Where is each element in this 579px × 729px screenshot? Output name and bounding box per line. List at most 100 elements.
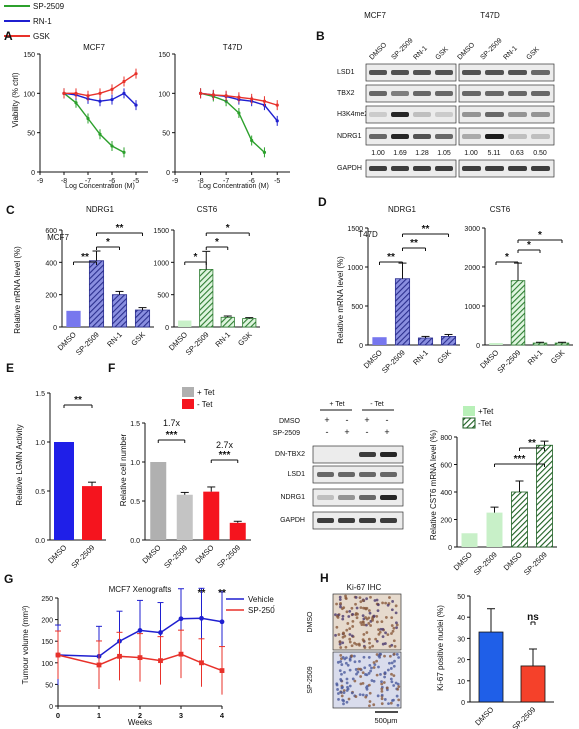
panelA-mcf7-point — [86, 94, 90, 98]
panelD-ndrg1-ytick-label: 0 — [359, 343, 363, 350]
panelH-dmso-nucleus — [344, 594, 347, 598]
panelB-protein-label: LSD1 — [337, 69, 355, 76]
panelA-t47d-point — [224, 94, 228, 98]
panel-label-b: B — [316, 29, 325, 43]
panelG-point — [55, 652, 61, 658]
panelH-dmso-nucleus — [374, 637, 378, 641]
panelFblot-sign: + — [364, 415, 369, 425]
panelB-band-mcf7 — [391, 70, 409, 75]
panelH-sp2509-nucleus — [388, 654, 392, 658]
panelH-bar-0 — [478, 631, 504, 703]
panelD-ndrg1-bar-0 — [372, 337, 387, 345]
panelB-cell-mcf7: MCF7 — [364, 11, 386, 20]
panelH-sp2509-nucleus — [342, 699, 346, 703]
panelC-ndrg1-ytick-label: 0 — [53, 325, 57, 332]
panelA-t47d-point — [211, 93, 215, 97]
panelH-dmso-nucleus — [392, 626, 396, 630]
panelH-dmso-nucleus — [380, 620, 384, 623]
panelFblot-cond-1: - Tet — [370, 401, 384, 408]
panel-label-d: D — [318, 195, 327, 209]
panelH-sp2509-nucleus — [346, 685, 349, 689]
panelFblot-protein-label: GAPDH — [280, 517, 305, 524]
panelF-annot-1: 2.7x — [216, 440, 234, 450]
panelB-band-t47d — [462, 134, 481, 139]
panelB-band-t47d — [531, 134, 550, 139]
panelH-sp2509-nucleus — [353, 660, 357, 664]
panelA-mcf7-ytick-label: 0 — [31, 170, 35, 177]
panelH-sp2509-nucleus — [352, 654, 356, 658]
panelFblot-band — [317, 495, 334, 500]
panelFqpcr-s1-sig: *** — [514, 454, 526, 465]
panelA-ylabel: Viability (% ctrl) — [11, 72, 20, 127]
panelH-sp2509-nucleus — [368, 691, 372, 695]
panelH-ytick-label: 40 — [457, 615, 465, 622]
panelH-sp2509-nucleus — [335, 682, 339, 686]
panelH-dmso-nucleus — [354, 596, 358, 599]
panelH-dmso-nucleus — [379, 627, 383, 631]
panelH-dmso-nucleus — [377, 628, 380, 632]
panelH-sp2509-nucleus — [396, 687, 400, 691]
panelH-sp2509-nucleus — [350, 691, 354, 695]
panelH-sp2509-nucleus — [380, 697, 384, 701]
panelH-sp2509-nucleus — [389, 701, 393, 705]
panelB-blot-t47d — [458, 159, 555, 178]
panelFqpcr-ytick-label: 600 — [440, 463, 452, 470]
panelE-xtick-label: DMSO — [46, 543, 68, 565]
panelH-sp2509-nucleus — [359, 667, 362, 671]
panelE-ytick-label: 0.5 — [35, 489, 45, 496]
panelFqpcr-ytick-label: 0 — [448, 545, 452, 552]
panelA-mcf7-title: MCF7 — [83, 43, 105, 52]
panelD-cst6-xtick-label: GSK — [549, 348, 567, 366]
panelC-ndrg1-s1-sig: * — [106, 237, 110, 248]
panelB-band-t47d — [531, 166, 550, 171]
panelFqpcr-xtick-label: DMSO — [502, 550, 524, 572]
panelF-ytick-label: 0.5 — [130, 499, 140, 506]
panelH-dmso-nucleus — [348, 637, 352, 641]
panelC-cst6-s1-sig: * — [215, 237, 219, 248]
panelH-sp2509-nucleus — [351, 677, 355, 681]
panelD-ndrg1-ytick-label: 1500 — [347, 226, 363, 233]
panelH-dmso-nucleus — [354, 612, 358, 615]
panelE-ytick-label: 0.0 — [35, 538, 45, 545]
panelH-dmso-nucleus — [364, 607, 368, 611]
panelB-band-mcf7 — [391, 112, 409, 117]
panelH-sp2509-nucleus — [397, 685, 401, 689]
panelA-t47d-ytick-label: 0 — [166, 170, 170, 177]
panelB-band-mcf7 — [369, 134, 387, 139]
panelA-t47d-xtick-label: -7 — [223, 178, 229, 185]
panelA-mcf7-point — [122, 91, 126, 95]
panelA-t47d-xtick-label: -6 — [249, 178, 255, 185]
panelD-ndrg1-s2-sig: ** — [422, 224, 430, 235]
panelFqpcr-bar-2 — [511, 491, 528, 548]
panelH-sp2509-nucleus — [336, 688, 339, 691]
panelH-dmso-nucleus — [395, 626, 398, 630]
panelH-dmso-nucleus — [368, 641, 371, 645]
panelH-sp2509-nucleus — [365, 686, 368, 689]
panelG-ytick-label: 250 — [41, 596, 53, 603]
panelH-dmso-nucleus — [391, 600, 395, 603]
panelH-dmso-nucleus — [367, 609, 371, 612]
panelH-dmso-nucleus — [363, 646, 367, 649]
panelD-cst6-ytick-label: 3000 — [464, 226, 480, 233]
panelD-ndrg1-ytick-label: 1000 — [347, 265, 363, 272]
panelG-xtick-label: 4 — [220, 711, 225, 720]
panelH-xtick-label: DMSO — [473, 705, 495, 727]
panelA-t47d-xtick-label: -9 — [172, 178, 178, 185]
panelA-mcf7-point — [110, 87, 114, 91]
panelH-sp2509-nucleus — [344, 661, 348, 665]
panelFblot-sign: + — [324, 415, 329, 425]
panelH-sp2509-nucleus — [339, 690, 343, 694]
panelH-dmso-nucleus — [390, 608, 394, 612]
panelFqpcr-bar-1 — [486, 512, 503, 547]
panel-label-g: G — [4, 572, 13, 586]
panelA-mcf7-xtick-label: -9 — [37, 178, 43, 185]
panelG-point — [199, 615, 204, 621]
panelC-ndrg1-xtick-label: SP-2509 — [74, 330, 101, 357]
panelB-band-mcf7 — [413, 70, 431, 75]
panelF-bar-2 — [203, 491, 220, 540]
panelB-lane-t47d: RN-1 — [502, 45, 519, 62]
panelFblot-sign: - — [346, 415, 349, 425]
panelG-xtick-label: 0 — [56, 711, 60, 720]
panelH-dmso-nucleus — [395, 623, 399, 627]
panelG-xtick-label: 3 — [179, 711, 183, 720]
